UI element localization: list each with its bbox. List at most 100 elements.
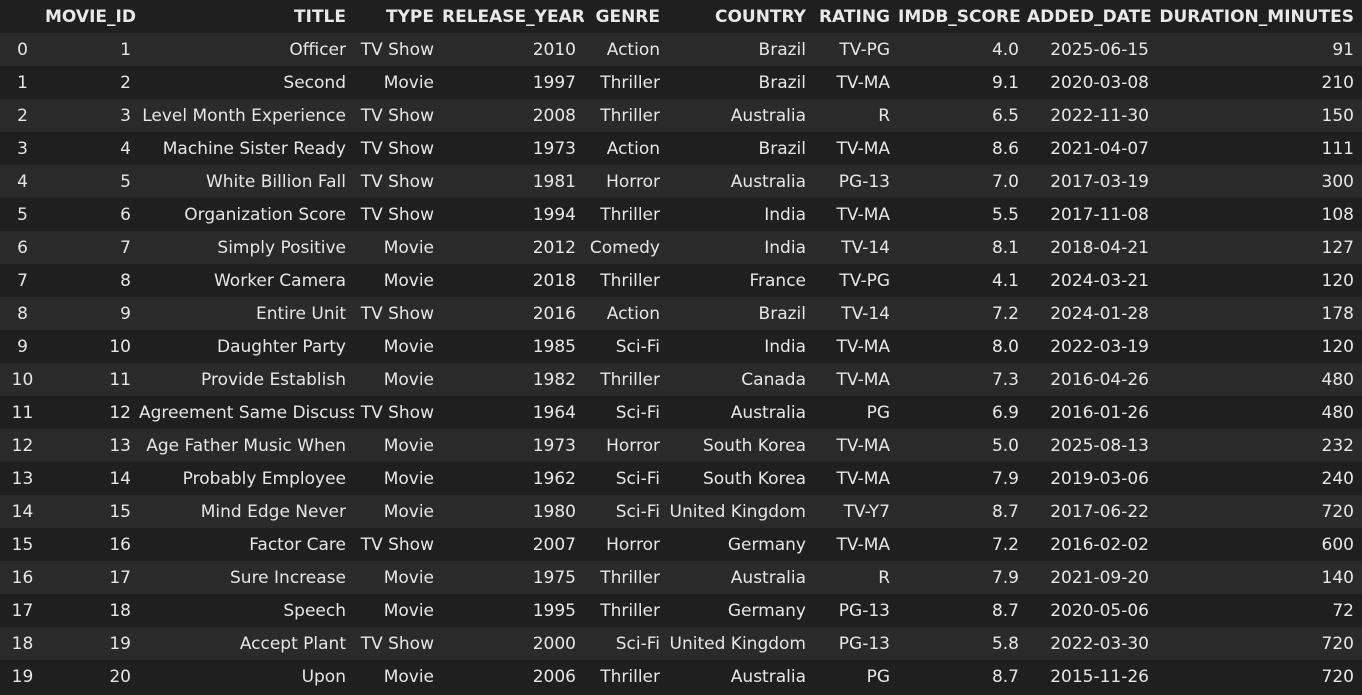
cell-country: Australia: [730, 567, 806, 588]
cell-rating: PG: [866, 402, 890, 423]
cell-type: Movie: [383, 336, 434, 357]
cell-movie-id: 19: [109, 633, 131, 654]
cell-title: Worker Camera: [213, 270, 346, 291]
table-row: 14 15 Mind Edge Never Movie 1980 Sci-Fi United…: [0, 495, 1362, 528]
cell-duration-minutes: 300: [1321, 171, 1354, 192]
cell-country: Australia: [730, 105, 806, 126]
cell-genre: Comedy: [589, 237, 660, 258]
cell-imdb-score: 6.5: [991, 105, 1019, 126]
cell-movie-id: 10: [109, 336, 131, 357]
cell-imdb-score: 5.8: [991, 633, 1019, 654]
cell-type: TV Show: [360, 105, 434, 126]
cell-rating: TV-MA: [836, 204, 890, 225]
column-header-title: TITLE: [294, 6, 346, 27]
cell-movie-id: 20: [109, 666, 131, 687]
cell-rating: TV-14: [841, 303, 890, 324]
cell-added-date: 2022-11-30: [1050, 105, 1149, 126]
cell-added-date: 2020-05-06: [1050, 600, 1149, 621]
cell-type: TV Show: [360, 534, 434, 555]
column-header-added-date: ADDED_DATE: [1027, 6, 1152, 27]
cell-rating: TV-MA: [836, 534, 890, 555]
cell-title: Officer: [289, 39, 346, 60]
cell-movie-id: 3: [120, 105, 131, 126]
cell-release-year: 2000: [532, 633, 576, 654]
cell-added-date: 2020-03-08: [1050, 72, 1149, 93]
row-index: 16: [11, 567, 34, 588]
row-index: 11: [11, 402, 34, 423]
cell-country: South Korea: [702, 468, 806, 489]
cell-added-date: 2019-03-06: [1050, 468, 1149, 489]
cell-added-date: 2022-03-30: [1050, 633, 1149, 654]
cell-added-date: 2021-04-07: [1050, 138, 1149, 159]
cell-rating: PG-13: [838, 171, 890, 192]
cell-duration-minutes: 72: [1332, 600, 1354, 621]
cell-duration-minutes: 127: [1321, 237, 1354, 258]
column-header-duration-minutes: DURATION_MINUTES: [1159, 6, 1354, 27]
cell-imdb-score: 7.0: [991, 171, 1019, 192]
cell-country: India: [764, 204, 806, 225]
cell-title: Probably Employee: [182, 468, 346, 489]
cell-country: Brazil: [758, 72, 806, 93]
cell-title: White Billion Fall: [205, 171, 346, 192]
table-row: 4 5 White Billion Fall TV Show 1981 Horror Aus…: [0, 165, 1362, 198]
row-index: 10: [11, 369, 34, 390]
cell-type: Movie: [383, 237, 434, 258]
cell-title: Second: [283, 72, 346, 93]
column-header-type: TYPE: [386, 6, 434, 27]
cell-movie-id: 1: [120, 39, 131, 60]
cell-type: TV Show: [360, 204, 434, 225]
cell-release-year: 2007: [532, 534, 576, 555]
cell-imdb-score: 7.9: [991, 468, 1019, 489]
cell-type: Movie: [383, 72, 434, 93]
cell-genre: Thriller: [600, 105, 660, 126]
cell-duration-minutes: 120: [1321, 336, 1354, 357]
cell-country: Brazil: [758, 303, 806, 324]
column-header-rating: RATING: [818, 6, 890, 27]
cell-title: Daughter Party: [217, 336, 346, 357]
cell-country: United Kingdom: [669, 633, 806, 654]
cell-title: Speech: [283, 600, 346, 621]
cell-added-date: 2025-08-13: [1050, 435, 1149, 456]
table-row: 17 18 Speech Movie 1995 Thriller Germany PG-13 8…: [0, 594, 1362, 627]
cell-title: Organization Score: [184, 204, 346, 225]
column-header-country: COUNTRY: [714, 6, 806, 27]
cell-duration-minutes: 111: [1321, 138, 1354, 159]
cell-genre: Sci-Fi: [615, 468, 660, 489]
cell-added-date: 2016-01-26: [1050, 402, 1149, 423]
row-index: 15: [11, 534, 34, 555]
cell-type: TV Show: [360, 303, 434, 324]
table-row: 1 2 Second Movie 1997 Thriller Brazil TV-MA 9.1 2…: [0, 66, 1362, 99]
cell-duration-minutes: 600: [1321, 534, 1354, 555]
cell-release-year: 1985: [532, 336, 576, 357]
cell-country: Brazil: [758, 138, 806, 159]
cell-added-date: 2025-06-15: [1050, 39, 1149, 60]
cell-genre: Thriller: [600, 666, 660, 687]
cell-movie-id: 2: [120, 72, 131, 93]
row-index: 5: [17, 204, 28, 225]
cell-genre: Horror: [606, 435, 660, 456]
cell-added-date: 2022-03-19: [1050, 336, 1149, 357]
cell-duration-minutes: 720: [1321, 666, 1354, 687]
cell-release-year: 1981: [532, 171, 576, 192]
cell-movie-id: 14: [109, 468, 131, 489]
cell-release-year: 1964: [532, 402, 576, 423]
cell-duration-minutes: 720: [1321, 633, 1354, 654]
cell-movie-id: 5: [120, 171, 131, 192]
cell-added-date: 2017-11-08: [1050, 204, 1149, 225]
column-header-release-year: RELEASE_YEAR: [442, 6, 584, 27]
cell-duration-minutes: 178: [1321, 303, 1354, 324]
table-header: MOVIE_ID TITLE TYPE RELEASE_YEAR GENRE COUNTR…: [0, 0, 1362, 33]
table-row: 10 11 Provide Establish Movie 1982 Thriller Ca…: [0, 363, 1362, 396]
cell-movie-id: 8: [120, 270, 131, 291]
row-index: 12: [11, 435, 34, 456]
cell-added-date: 2024-03-21: [1050, 270, 1149, 291]
cell-movie-id: 11: [109, 369, 131, 390]
cell-movie-id: 7: [120, 237, 131, 258]
cell-genre: Sci-Fi: [615, 501, 660, 522]
cell-country: Australia: [730, 171, 806, 192]
cell-rating: R: [878, 105, 890, 126]
table-row: 16 17 Sure Increase Movie 1975 Thriller Austra…: [0, 561, 1362, 594]
cell-rating: TV-MA: [836, 72, 890, 93]
cell-country: Germany: [727, 534, 806, 555]
